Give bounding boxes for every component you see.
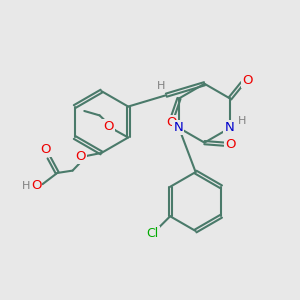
Text: O: O bbox=[242, 74, 253, 87]
Text: H: H bbox=[22, 181, 31, 190]
Text: O: O bbox=[31, 179, 41, 192]
Text: O: O bbox=[167, 116, 177, 129]
Text: Cl: Cl bbox=[146, 227, 159, 240]
Text: O: O bbox=[75, 150, 86, 163]
Text: O: O bbox=[225, 138, 235, 151]
Text: H: H bbox=[157, 81, 165, 91]
Text: N: N bbox=[173, 121, 183, 134]
Text: H: H bbox=[238, 116, 247, 126]
Text: O: O bbox=[40, 143, 51, 156]
Text: O: O bbox=[103, 120, 114, 133]
Text: N: N bbox=[224, 121, 234, 134]
